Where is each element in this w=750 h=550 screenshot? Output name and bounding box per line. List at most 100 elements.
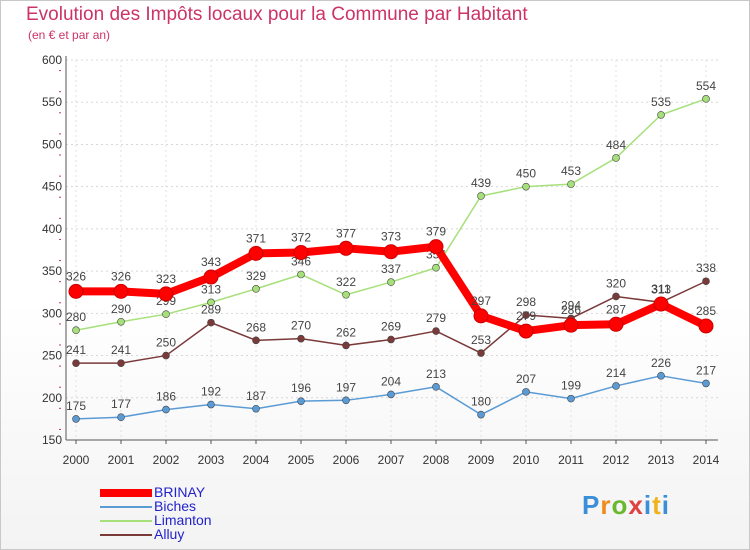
data-label-alluy: 241 [66,343,86,357]
data-label-biches: 204 [381,374,401,388]
data-label-brinay: 297 [471,294,491,308]
data-label-brinay: 373 [381,230,401,244]
x-tick-label: 2005 [288,453,315,467]
x-tick-label: 2007 [378,453,405,467]
data-label-limanton: 554 [696,79,716,93]
y-tick-label: 250 [42,349,62,363]
point-biches [432,382,440,391]
point-brinay [653,296,669,312]
point-brinay [158,286,174,302]
point-alluy [702,277,710,286]
data-label-brinay: 285 [696,304,716,318]
point-alluy [612,292,620,301]
point-brinay [203,269,219,285]
data-label-limanton: 337 [381,262,401,276]
point-brinay [608,316,624,332]
point-biches [612,382,620,390]
point-brinay [428,239,444,255]
point-alluy [342,341,350,350]
point-limanton [432,263,440,272]
point-alluy [297,334,305,343]
point-limanton [522,182,530,191]
legend-swatch [100,534,152,536]
x-tick-label: 2009 [468,453,495,467]
data-label-alluy: 313 [651,282,671,296]
point-limanton [207,298,215,307]
point-limanton [342,290,350,299]
data-label-limanton: 313 [201,282,221,296]
x-tick-label: 2002 [153,453,180,467]
y-tick-label: 450 [42,180,62,194]
data-label-biches: 180 [471,395,491,409]
data-label-alluy: 298 [516,295,536,309]
legend-label: Limanton [154,512,212,528]
point-limanton [387,278,395,286]
x-tick-label: 2004 [243,453,270,467]
data-label-biches: 186 [156,390,176,404]
data-label-biches: 217 [696,363,716,377]
legend-label: Alluy [154,526,185,542]
point-alluy [207,318,215,327]
y-tick-label: 400 [42,222,62,236]
point-alluy [477,349,485,357]
y-tick-label: 350 [42,264,62,278]
point-brinay [68,283,84,299]
data-label-brinay: 343 [201,255,221,269]
point-limanton [72,326,80,335]
proxiti-logo: Proxiti [582,490,670,520]
chart-subtitle: (en € et par an) [28,28,111,42]
data-label-biches: 214 [606,366,626,380]
point-biches [387,390,395,399]
x-tick-label: 2000 [63,453,90,467]
x-tick-label: 2010 [513,453,540,467]
data-label-biches: 197 [336,380,356,394]
legend-label: BRINAY [154,484,206,500]
y-tick-label: 500 [42,137,62,151]
data-label-alluy: 250 [156,336,176,350]
point-alluy [252,336,260,345]
point-brinay [518,323,534,339]
data-label-biches: 187 [246,389,266,403]
data-label-limanton: 484 [606,138,626,152]
data-label-limanton: 280 [66,310,86,324]
x-tick-label: 2013 [648,453,675,467]
x-tick-label: 2008 [423,453,450,467]
x-tick-label: 2014 [693,453,720,467]
data-label-alluy: 269 [381,320,401,334]
chart-title: Evolution des Impôts locaux pour la Comm… [26,4,528,25]
point-biches [117,413,125,422]
x-tick-label: 2011 [558,453,584,467]
legend-swatch [100,506,152,508]
y-tick-label: 600 [42,53,62,67]
point-limanton [297,270,305,279]
data-label-limanton: 329 [246,269,266,283]
y-tick-label: 200 [42,391,62,405]
data-label-limanton: 450 [516,167,536,181]
point-alluy [162,351,170,360]
data-label-biches: 207 [516,372,536,386]
data-label-brinay: 379 [426,225,446,239]
data-label-brinay: 326 [66,269,86,283]
y-tick-label: 300 [42,306,62,320]
legend-swatch [100,489,152,497]
data-label-brinay: 311 [651,282,670,296]
data-label-alluy: 253 [471,333,491,347]
data-label-biches: 175 [66,399,86,413]
x-tick-label: 2012 [603,453,630,467]
point-biches [477,410,485,419]
data-label-brinay: 371 [246,231,266,245]
point-limanton [162,310,170,318]
point-brinay [248,245,264,261]
point-biches [522,388,530,396]
point-limanton [477,192,485,200]
data-label-alluy: 289 [201,303,221,317]
data-label-biches: 226 [651,356,671,370]
point-brinay [698,318,714,334]
data-label-alluy: 262 [336,325,356,339]
point-brinay [113,283,129,299]
data-label-limanton: 439 [471,176,491,190]
point-brinay [473,308,489,324]
point-alluy [522,311,530,319]
point-alluy [387,335,395,344]
